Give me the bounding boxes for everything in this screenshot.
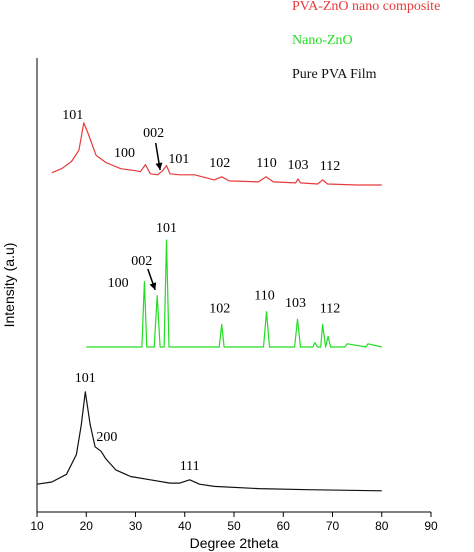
- arrows: [147, 142, 163, 291]
- x-tick-label: 40: [178, 519, 192, 533]
- legend-entry-1: Nano-ZnO: [292, 33, 353, 48]
- peak-label: 102: [209, 302, 230, 317]
- peak-label: 103: [285, 296, 306, 311]
- peak-label: 111: [180, 459, 200, 474]
- peak-label: 101: [168, 152, 189, 167]
- series-line-2: [36, 391, 382, 492]
- peak-label: 100: [108, 276, 129, 291]
- arrow-head: [155, 162, 163, 170]
- peak-label: 101: [75, 371, 96, 386]
- series-line-1: [86, 239, 382, 348]
- x-tick-label: 90: [424, 519, 438, 533]
- x-tick-label: 80: [375, 519, 389, 533]
- peak-label: 002: [131, 254, 152, 269]
- peak-label: 103: [288, 158, 309, 173]
- legend: PVA-ZnO nano composite Nano-ZnO Pure PVA F…: [292, 0, 440, 82]
- x-tick-label: 70: [326, 519, 340, 533]
- x-tick-label: 60: [277, 519, 291, 533]
- legend-entry-2: Pure PVA Film: [292, 67, 377, 82]
- arrow-head: [149, 282, 157, 290]
- peak-label: 102: [209, 156, 230, 171]
- peak-label: 002: [143, 126, 164, 141]
- y-axis-label: Intensity (a.u): [1, 243, 17, 328]
- x-tick-label: 20: [80, 519, 94, 533]
- peak-label: 112: [320, 159, 340, 174]
- x-tick-label: 50: [227, 519, 241, 533]
- series-line-0: [51, 122, 382, 186]
- x-tick-label: 30: [129, 519, 143, 533]
- legend-entry-0: PVA-ZnO nano composite: [292, 0, 440, 14]
- peak-label: 100: [114, 146, 135, 161]
- peak-label: 101: [62, 108, 83, 123]
- x-tick-label: 10: [30, 519, 44, 533]
- peak-label: 112: [320, 302, 340, 317]
- x-ticks: 10 20 30 40 50 60 70 80 90: [30, 512, 438, 533]
- peak-label: 110: [254, 289, 274, 304]
- x-axis-label: Degree 2theta: [190, 535, 279, 551]
- series-group: [36, 122, 382, 492]
- peak-label: 200: [96, 430, 117, 445]
- peak-label: 110: [256, 156, 276, 171]
- peak-label: 101: [156, 221, 177, 236]
